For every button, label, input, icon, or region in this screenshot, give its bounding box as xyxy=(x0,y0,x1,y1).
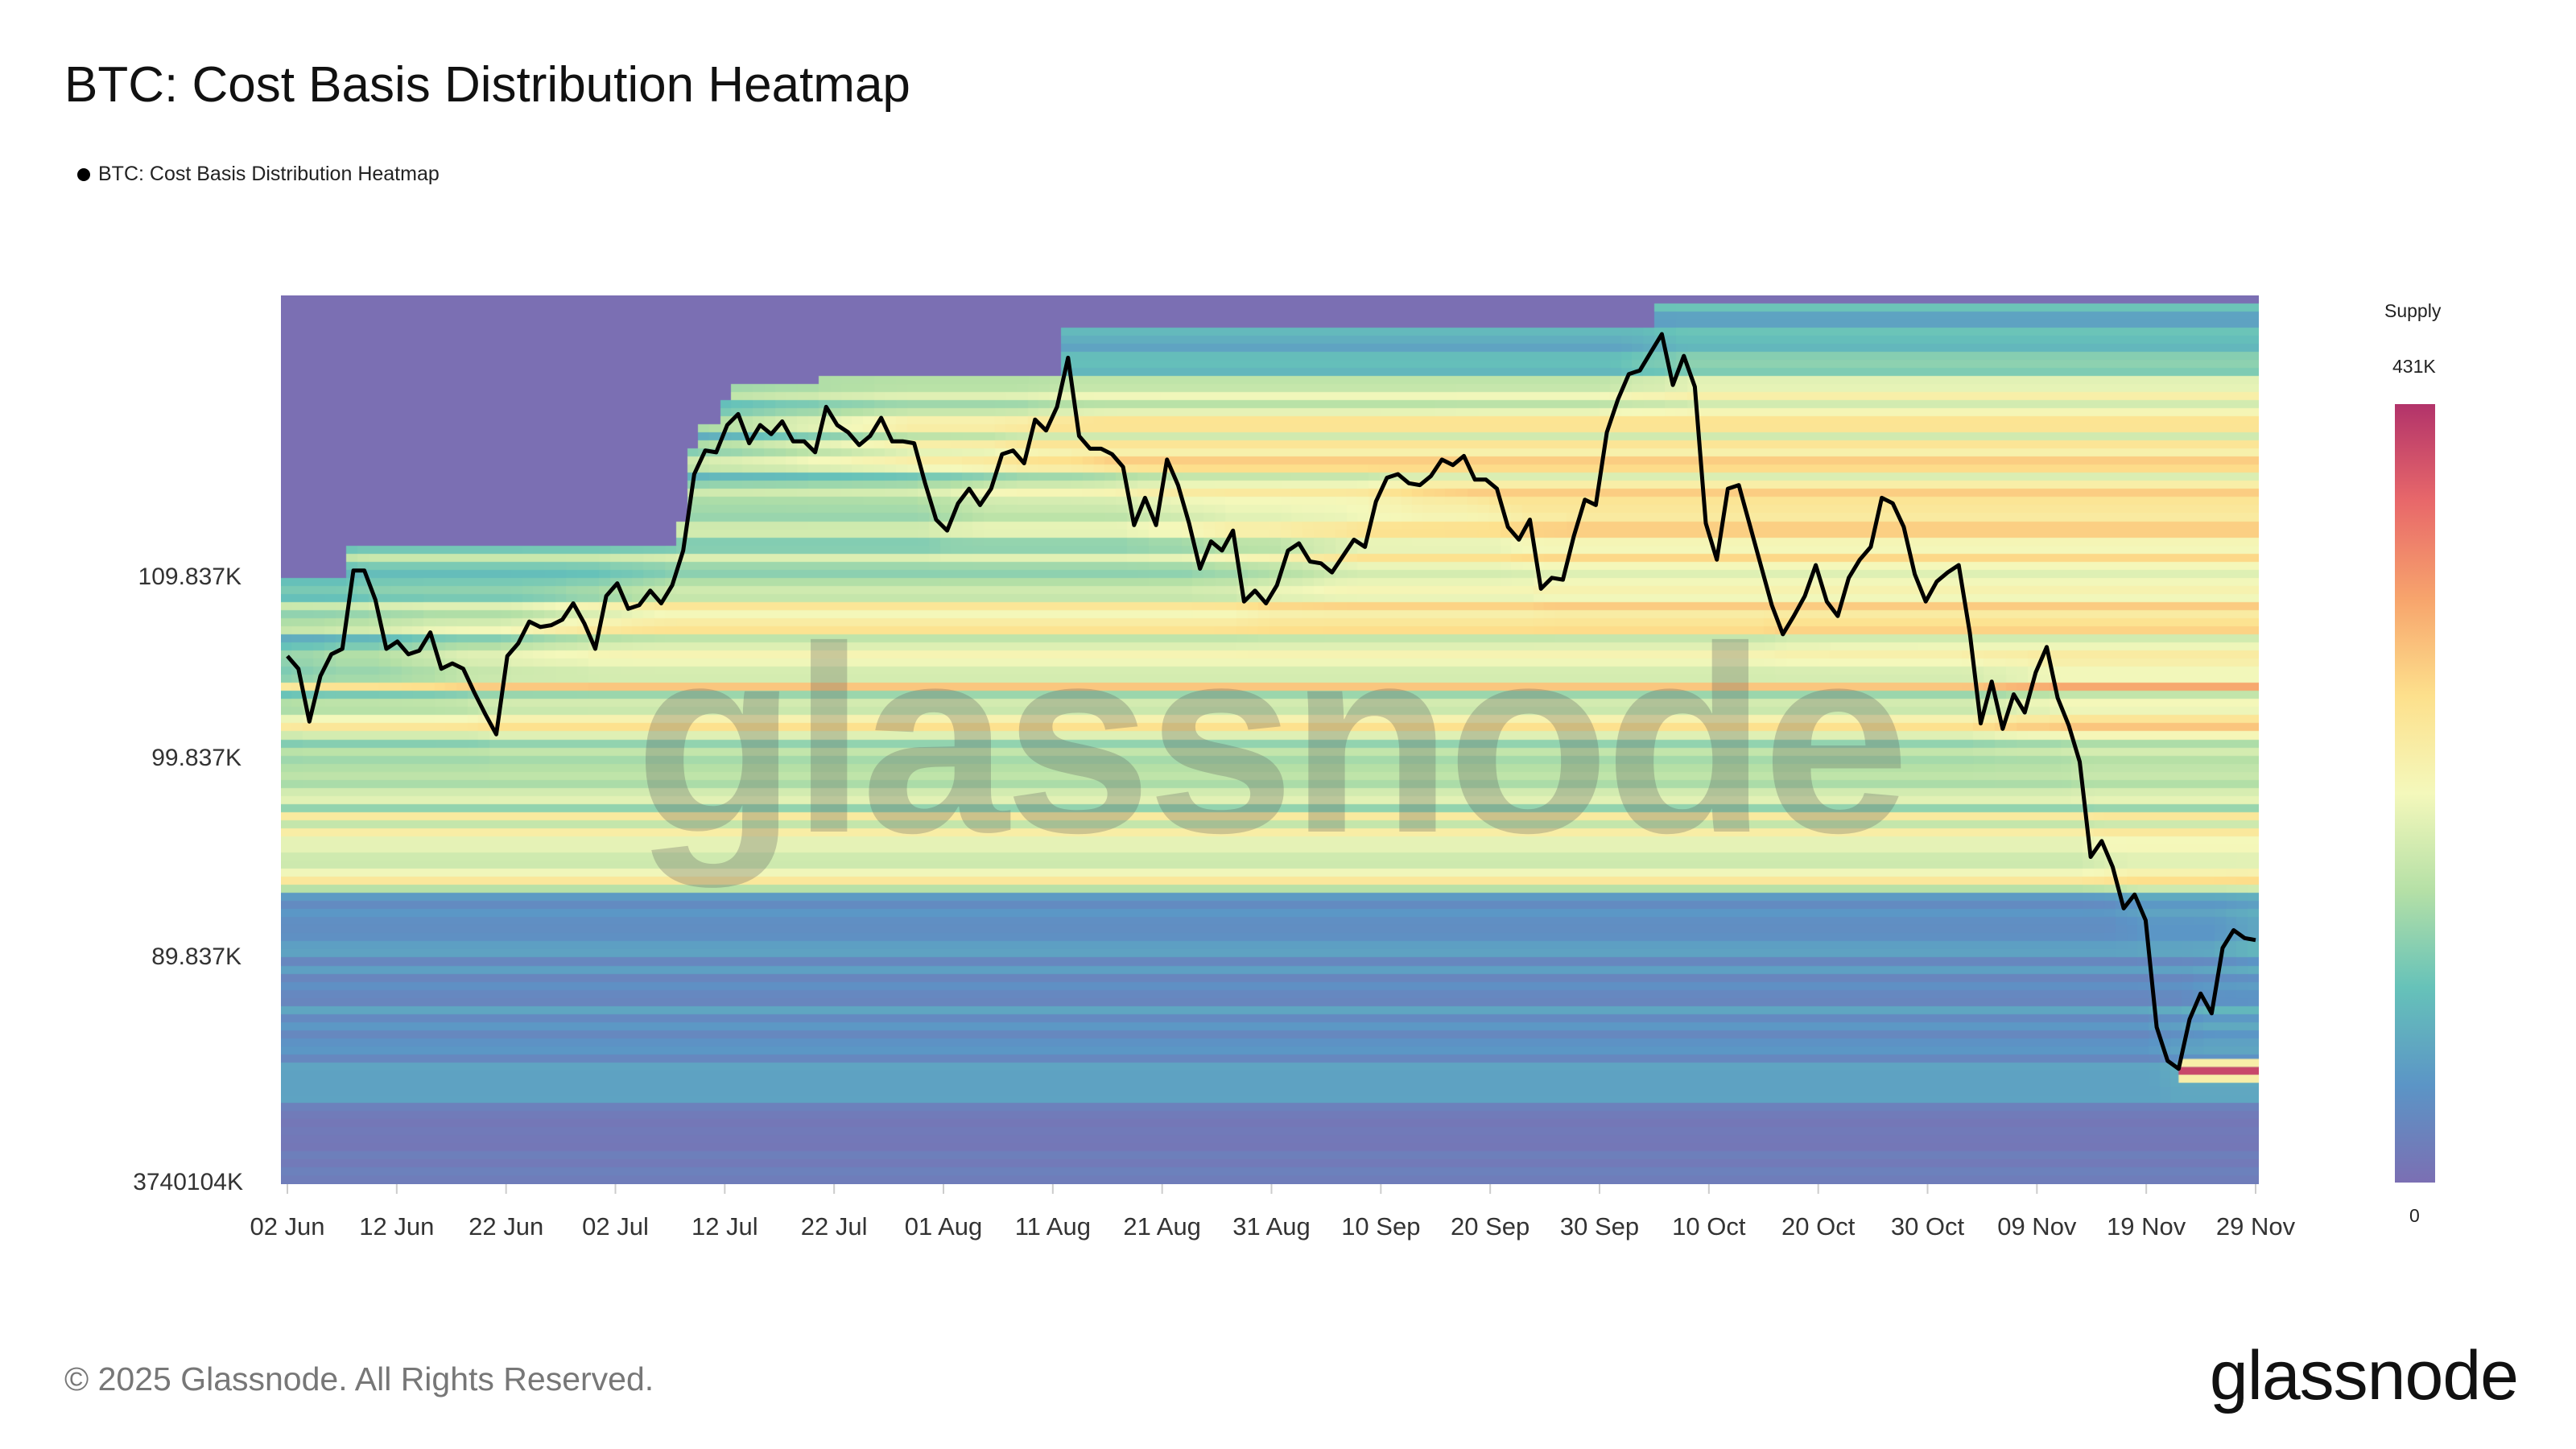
x-tick-label: 02 Jun xyxy=(250,1212,325,1241)
x-tick-label: 21 Aug xyxy=(1123,1212,1201,1241)
y-tick-label: 3740104K xyxy=(133,1169,243,1195)
x-tick-label: 31 Aug xyxy=(1232,1212,1311,1241)
legend-dot-icon xyxy=(77,167,90,181)
x-tick-label: 20 Oct xyxy=(1781,1212,1856,1241)
chart-title: BTC: Cost Basis Distribution Heatmap xyxy=(64,57,910,113)
glassnode-logo[interactable]: glassnode xyxy=(2209,1337,2519,1414)
x-tick-label: 22 Jun xyxy=(469,1212,544,1241)
x-tick-label: 12 Jul xyxy=(691,1212,758,1241)
heatmap-cells xyxy=(281,295,2259,1184)
x-tick-label: 11 Aug xyxy=(1014,1212,1091,1241)
x-tick-label: 09 Nov xyxy=(1997,1212,2077,1241)
x-tick-label: 22 Jul xyxy=(800,1212,868,1241)
colorbar xyxy=(2395,404,2435,1183)
price-line xyxy=(286,332,2256,1071)
x-tick-label: 10 Oct xyxy=(1672,1212,1746,1241)
colorbar-min-label: 0 xyxy=(2409,1205,2420,1226)
legend-item[interactable]: BTC: Cost Basis Distribution Heatmap xyxy=(77,163,440,186)
copyright: © 2025 Glassnode. All Rights Reserved. xyxy=(64,1360,654,1397)
y-tick-label: 109.837K xyxy=(138,564,242,590)
x-tick-label: 02 Jul xyxy=(582,1212,649,1241)
x-tick-label: 12 Jun xyxy=(359,1212,435,1241)
x-tick-label: 30 Oct xyxy=(1890,1212,1965,1241)
x-tick-label: 19 Nov xyxy=(2107,1212,2186,1241)
colorbar-max-label: 431K xyxy=(2392,356,2436,377)
x-tick-label: 10 Sep xyxy=(1341,1212,1421,1241)
x-tick-label: 20 Sep xyxy=(1451,1212,1530,1241)
y-tick-label: 99.837K xyxy=(151,745,242,771)
x-tick-label: 29 Nov xyxy=(2215,1212,2296,1241)
legend-label: BTC: Cost Basis Distribution Heatmap xyxy=(98,163,440,185)
x-tick-label: 01 Aug xyxy=(904,1212,983,1241)
colorbar-title: Supply xyxy=(2384,300,2442,321)
x-tick-label: 30 Sep xyxy=(1559,1212,1640,1241)
y-tick-label: 89.837K xyxy=(151,943,242,970)
